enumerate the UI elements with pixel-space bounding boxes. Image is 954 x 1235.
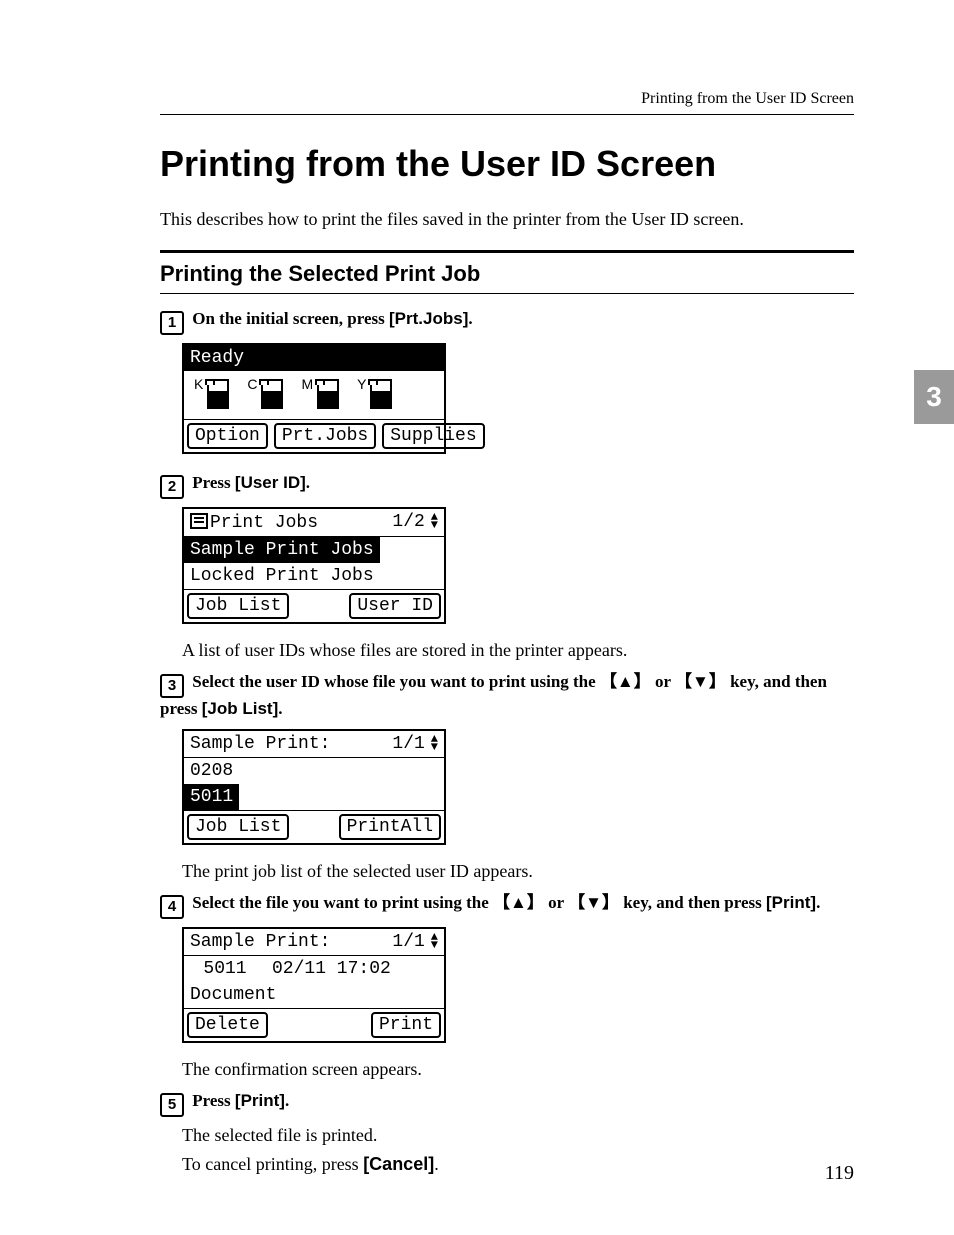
- lcd3-page: 1/1▲▼: [386, 731, 444, 757]
- key-up: 【▲】: [600, 672, 651, 691]
- toner-bar-icon: [261, 379, 283, 409]
- lcd1-toners: K C M Y: [184, 371, 444, 419]
- lcd-ready: Ready K C M Y Option Prt.Jobs Supplies: [182, 343, 446, 454]
- step-2-after: A list of user IDs whose files are store…: [182, 640, 854, 661]
- step-1: 1 On the initial screen, press [Prt.Jobs…: [160, 308, 854, 462]
- lcd4-doc: Document: [184, 982, 282, 1008]
- softkey-joblist[interactable]: Job List: [187, 814, 289, 840]
- step-5-btn: [Print]: [235, 1091, 285, 1110]
- step-badge-4: 4: [160, 895, 184, 919]
- lcd4-id: 5011: [184, 956, 266, 982]
- toner-c: C: [247, 377, 283, 409]
- page: Printing from the User ID Screen Printin…: [0, 0, 954, 1235]
- key-up: 【▲】: [493, 893, 544, 912]
- toner-bar-icon: [207, 379, 229, 409]
- step-2-text-a: Press: [192, 473, 235, 492]
- step-5-text-b: .: [285, 1091, 289, 1110]
- toner-y: Y: [357, 377, 392, 409]
- lcd4-softkeys: Delete Print: [184, 1008, 444, 1041]
- key-down: 【▼】: [568, 893, 619, 912]
- page-number: 119: [825, 1162, 854, 1185]
- step-3-after: The print job list of the selected user …: [182, 861, 854, 882]
- step-4-after: The confirmation screen appears.: [182, 1059, 854, 1080]
- toner-bar-icon: [370, 379, 392, 409]
- section-heading: Printing the Selected Print Job: [160, 261, 854, 287]
- key-down: 【▼】: [675, 672, 726, 691]
- step-1-text-b: .: [468, 309, 472, 328]
- intro-text: This describes how to print the files sa…: [160, 209, 854, 230]
- step-badge-1: 1: [160, 311, 184, 335]
- step-3-head: 3 Select the user ID whose file you want…: [160, 671, 854, 721]
- updown-icon: ▲▼: [431, 513, 438, 529]
- lcd2-title: Print Jobs: [184, 509, 386, 536]
- page-title: Printing from the User ID Screen: [160, 143, 854, 185]
- lcd1-softkeys: Option Prt.Jobs Supplies: [184, 419, 444, 452]
- step-5: 5 Press [Print]. The selected file is pr…: [160, 1090, 854, 1175]
- lcd4-title: Sample Print:: [184, 929, 386, 955]
- lcd1-status: Ready: [184, 345, 444, 371]
- step-5-head: 5 Press [Print].: [160, 1090, 854, 1117]
- step-4-mid: or: [544, 893, 568, 912]
- step-badge-3: 3: [160, 674, 184, 698]
- lcd-sample-print: Sample Print: 1/1▲▼ 0208 5011 Job List P…: [182, 729, 446, 845]
- lcd2-item-selected[interactable]: Sample Print Jobs: [184, 537, 380, 563]
- step-5-after-1: The selected file is printed.: [182, 1125, 854, 1146]
- chapter-tab: 3: [914, 370, 954, 424]
- step-2-btn: [User ID]: [235, 473, 306, 492]
- step-1-head: 1 On the initial screen, press [Prt.Jobs…: [160, 308, 854, 335]
- step-5-text-a: Press: [192, 1091, 235, 1110]
- lcd4-page: 1/1▲▼: [386, 929, 444, 955]
- step-4-text-b: key, and then press: [619, 893, 766, 912]
- step-3-mid: or: [651, 672, 675, 691]
- lcd3-item[interactable]: 0208: [184, 758, 239, 784]
- step-badge-5: 5: [160, 1093, 184, 1117]
- list-icon: [190, 513, 208, 529]
- softkey-prtjobs[interactable]: Prt.Jobs: [274, 423, 376, 449]
- softkey-print[interactable]: Print: [371, 1012, 441, 1038]
- step-4-text-a: Select the file you want to print using …: [192, 893, 493, 912]
- toner-m: M: [301, 377, 339, 409]
- softkey-option[interactable]: Option: [187, 423, 268, 449]
- softkey-printall[interactable]: PrintAll: [339, 814, 441, 840]
- rule-thin: [160, 293, 854, 294]
- lcd2-page: 1/2▲▼: [386, 509, 444, 536]
- softkey-userid[interactable]: User ID: [349, 593, 441, 619]
- step-1-text-a: On the initial screen, press: [192, 309, 389, 328]
- toner-k: K: [194, 377, 229, 409]
- toner-bar-icon: [317, 379, 339, 409]
- lcd4-timestamp: 02/11 17:02: [266, 956, 397, 982]
- step-5-after-2: To cancel printing, press [Cancel].: [182, 1154, 854, 1175]
- step-4-head: 4 Select the file you want to print usin…: [160, 892, 854, 919]
- updown-icon: ▲▼: [431, 933, 438, 949]
- lcd-print-jobs: Print Jobs 1/2▲▼ Sample Print Jobs Locke…: [182, 507, 446, 624]
- step-1-btn: [Prt.Jobs]: [389, 309, 468, 328]
- step-2-head: 2 Press [User ID].: [160, 472, 854, 499]
- running-head: Printing from the User ID Screen: [160, 90, 854, 115]
- step-2: 2 Press [User ID]. Print Jobs 1/2▲▼ Samp…: [160, 472, 854, 661]
- lcd3-softkeys: Job List PrintAll: [184, 810, 444, 843]
- softkey-supplies[interactable]: Supplies: [382, 423, 484, 449]
- softkey-delete[interactable]: Delete: [187, 1012, 268, 1038]
- updown-icon: ▲▼: [431, 735, 438, 751]
- lcd-file: Sample Print: 1/1▲▼ 5011 02/11 17:02 Doc…: [182, 927, 446, 1043]
- lcd3-item-selected[interactable]: 5011: [184, 784, 239, 810]
- step-4: 4 Select the file you want to print usin…: [160, 892, 854, 1080]
- rule-thick: [160, 250, 854, 253]
- cancel-label: [Cancel]: [363, 1154, 434, 1174]
- step-3-text-c: .: [278, 699, 282, 718]
- lcd2-item[interactable]: Locked Print Jobs: [184, 563, 380, 589]
- step-4-btn: [Print]: [766, 893, 816, 912]
- step-2-text-b: .: [306, 473, 310, 492]
- softkey-joblist[interactable]: Job List: [187, 593, 289, 619]
- lcd3-title: Sample Print:: [184, 731, 386, 757]
- step-3-btn: [Job List]: [202, 699, 279, 718]
- step-3-text-a: Select the user ID whose file you want t…: [192, 672, 600, 691]
- step-4-text-c: .: [816, 893, 820, 912]
- step-badge-2: 2: [160, 475, 184, 499]
- step-3: 3 Select the user ID whose file you want…: [160, 671, 854, 882]
- lcd2-softkeys: Job List User ID: [184, 589, 444, 622]
